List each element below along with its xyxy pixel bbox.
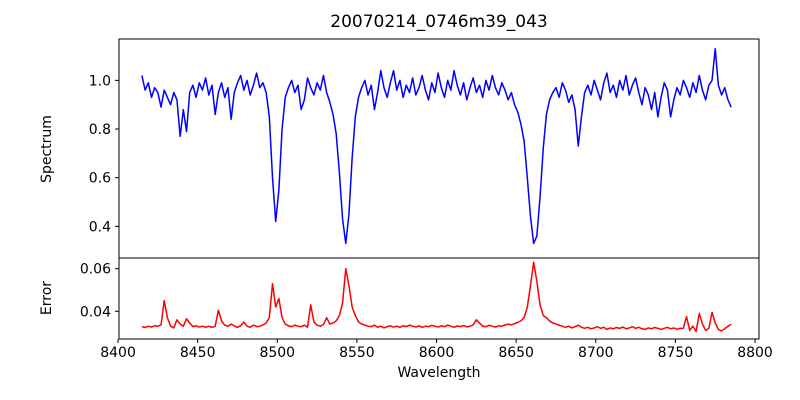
y-tick-label-spectrum: 1.0 (89, 73, 111, 89)
y-tick-label-spectrum: 0.8 (89, 122, 111, 138)
x-tick-label: 8600 (419, 345, 455, 361)
y-tick-label-error: 0.06 (80, 262, 111, 278)
x-tick-label: 8700 (578, 345, 614, 361)
x-tick-label: 8650 (498, 345, 534, 361)
x-tick-label: 8750 (658, 345, 694, 361)
x-axis-label: Wavelength (397, 365, 481, 381)
y-axis-label-error: Error (39, 280, 55, 316)
x-tick-label: 8450 (180, 345, 216, 361)
error-line (141, 261, 732, 333)
chart-title: 20070214_0746m39_043 (330, 12, 548, 32)
spectrum-line (141, 47, 732, 245)
axes-box-error (118, 257, 760, 340)
x-tick-label: 8800 (737, 345, 773, 361)
y-tick-label-spectrum: 0.4 (89, 219, 111, 235)
axes-box-spectrum (118, 38, 760, 259)
x-tick-label: 8500 (259, 345, 295, 361)
x-tick-label: 8400 (100, 345, 136, 361)
y-axis-label-spectrum: Spectrum (39, 115, 55, 183)
y-tick-label-error: 0.04 (80, 304, 111, 320)
x-tick-label: 8550 (339, 345, 375, 361)
y-tick-label-spectrum: 0.6 (89, 171, 111, 187)
